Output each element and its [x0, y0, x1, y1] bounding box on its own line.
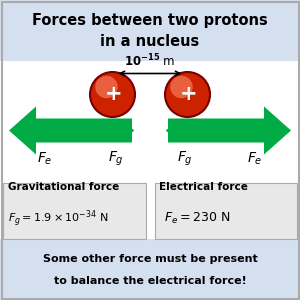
Bar — [0, 238, 300, 300]
Circle shape — [95, 76, 118, 98]
Circle shape — [165, 72, 210, 117]
Bar — [0, 0, 300, 61]
Text: $F_g = 1.9\times10^{-34}$ N: $F_g = 1.9\times10^{-34}$ N — [8, 208, 108, 229]
Text: $F_e$: $F_e$ — [37, 151, 53, 167]
Text: $\mathbf{10^{-15}}$ m: $\mathbf{10^{-15}}$ m — [124, 52, 176, 69]
Bar — [3, 183, 146, 238]
Text: $\mathbf{+}$: $\mathbf{+}$ — [179, 85, 196, 104]
Text: $F_g$: $F_g$ — [177, 150, 192, 168]
FancyArrow shape — [168, 106, 291, 154]
Text: $F_g$: $F_g$ — [108, 150, 123, 168]
Text: Some other force must be present: Some other force must be present — [43, 254, 257, 265]
Text: Gravitational force: Gravitational force — [8, 182, 119, 193]
Text: to balance the electrical force!: to balance the electrical force! — [54, 275, 246, 286]
Bar — [0, 61, 300, 183]
Text: Electrical force: Electrical force — [159, 182, 248, 193]
FancyArrow shape — [9, 106, 132, 154]
Text: $\mathbf{+}$: $\mathbf{+}$ — [104, 85, 121, 104]
Text: Forces between two protons
in a nucleus: Forces between two protons in a nucleus — [32, 14, 268, 50]
Circle shape — [90, 72, 135, 117]
Bar — [154, 183, 297, 238]
Circle shape — [170, 76, 193, 98]
Text: $F_e = 230$ N: $F_e = 230$ N — [164, 211, 230, 226]
Text: $F_e$: $F_e$ — [247, 151, 263, 167]
